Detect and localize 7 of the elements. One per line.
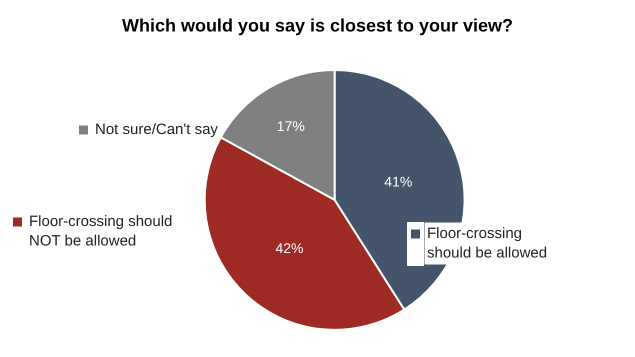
data-label: 17% (276, 118, 305, 134)
legend-label: Not sure/Can't say (95, 121, 218, 138)
legend-label: Floor-crossing should NOT be allowed (29, 213, 172, 250)
data-label: 41% (384, 173, 412, 190)
chart-title: Which would you say is closest to your view? (122, 15, 514, 36)
data-label: 42% (275, 240, 304, 256)
legend-label: Floor-crossing should be allowed (427, 225, 548, 262)
